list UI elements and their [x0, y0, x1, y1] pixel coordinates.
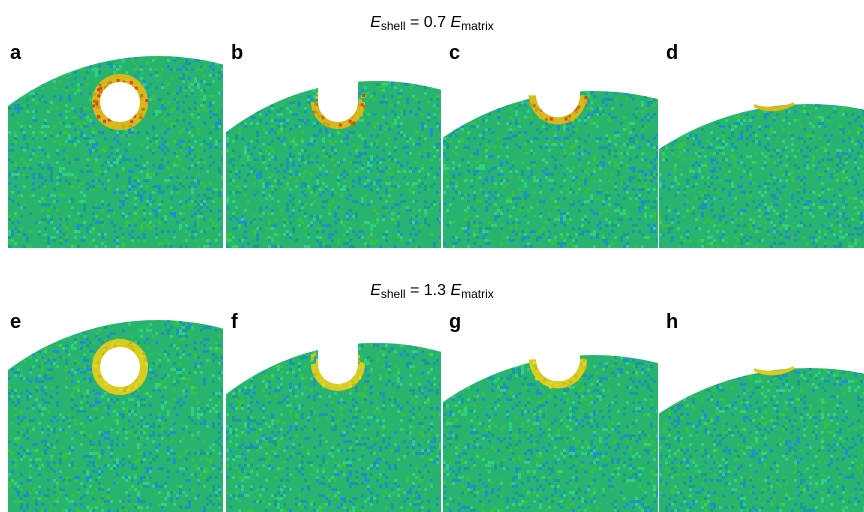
- panel-f-image: [226, 320, 441, 512]
- panel-d-image: [659, 56, 864, 248]
- panel-f-simulation: [226, 320, 441, 512]
- panel-c-simulation: [443, 56, 658, 248]
- panel-a-simulation: [8, 56, 223, 248]
- panel-e-simulation: [8, 320, 223, 512]
- panel-h-simulation: [659, 320, 864, 512]
- panel-b-simulation: [226, 56, 441, 248]
- panel-g-simulation: [443, 320, 658, 512]
- panel-a-image: [8, 56, 223, 248]
- row-title-1: Eshell = 0.7 Ematrix: [0, 13, 864, 33]
- panel-h-image: [659, 320, 864, 512]
- panel-e-image: [8, 320, 223, 512]
- panel-g-image: [443, 320, 658, 512]
- panel-c-image: [443, 56, 658, 248]
- panel-b-image: [226, 56, 441, 248]
- panel-d-simulation: [659, 56, 864, 248]
- row-title-2: Eshell = 1.3 Ematrix: [0, 281, 864, 301]
